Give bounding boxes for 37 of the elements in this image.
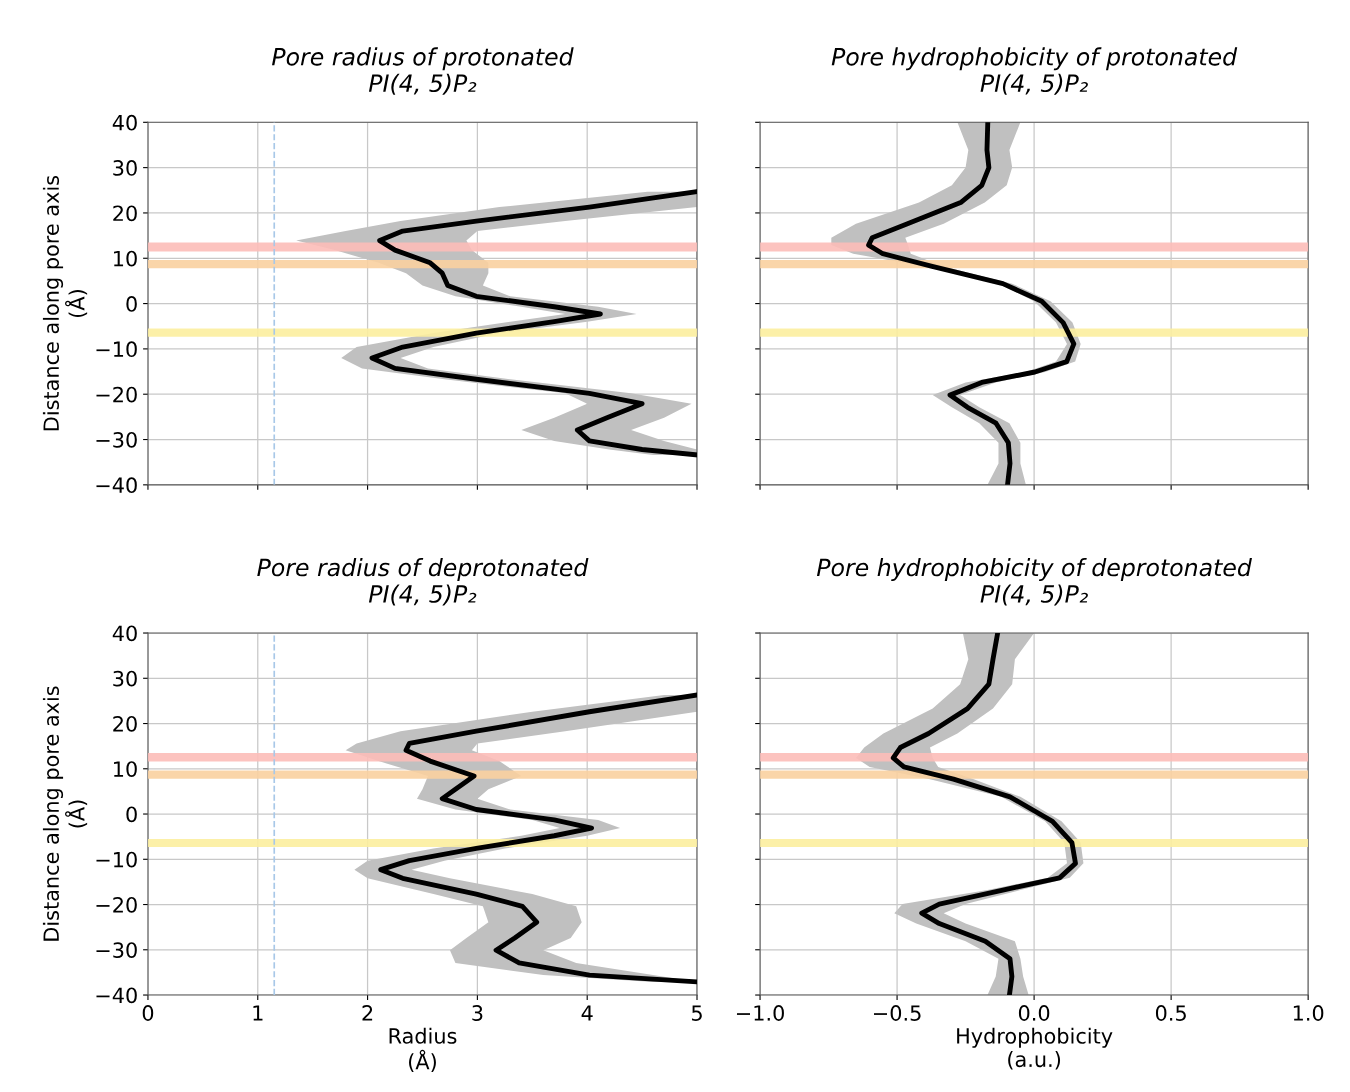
y-tick-label: 30 <box>113 160 137 176</box>
x-tick-label: 2 <box>362 1005 373 1021</box>
x-tick-label: 5 <box>691 1005 702 1021</box>
chart-title: Pore hydrophobicity of protonated PI(4, 5)P₂ <box>831 47 1238 95</box>
y-tick-label: 10 <box>114 250 137 267</box>
x-tick-label: 4 <box>581 1005 593 1021</box>
x-tick-label: −0.5 <box>873 1005 921 1021</box>
y-tick-label: −20 <box>96 896 137 913</box>
x-tick-label: 0.5 <box>1155 1005 1186 1021</box>
y-tick-label: −10 <box>96 851 137 868</box>
y-tick-label: −10 <box>96 341 137 358</box>
y-tick-label: 20 <box>113 205 137 222</box>
y-tick-label: 30 <box>113 670 137 687</box>
y-tick-label: 20 <box>113 715 137 732</box>
y-tick-label: −40 <box>96 477 137 494</box>
x-tick-label: 1 <box>253 1005 263 1021</box>
x-tick-label: 3 <box>472 1005 483 1021</box>
x-axis-title: Hydrophobicity (a.u.) <box>957 1027 1113 1070</box>
y-tick-label: −30 <box>96 942 137 958</box>
y-tick-label: −20 <box>96 386 137 403</box>
y-tick-label: 40 <box>112 114 137 131</box>
chart-title: Pore radius of deprotonated PI(4, 5)P₂ <box>257 558 589 606</box>
y-tick-label: 0 <box>126 806 137 823</box>
y-tick-label: −40 <box>96 987 137 1004</box>
x-tick-label: 0 <box>142 1005 154 1021</box>
x-tick-label: −1.0 <box>736 1005 784 1021</box>
y-tick-label: −30 <box>96 431 137 448</box>
y-axis-title: Distance along pore axis (Å) <box>42 686 88 941</box>
x-axis-title: Radius (Å) <box>389 1027 457 1072</box>
y-tick-label: 40 <box>112 625 137 642</box>
x-tick-label: 0.0 <box>1018 1005 1050 1021</box>
y-tick-label: 0 <box>126 296 137 312</box>
y-tick-label: 10 <box>114 761 137 777</box>
chart-title: Pore hydrophobicity of deprotonated PI(4, 5)P₂ <box>816 558 1252 606</box>
x-tick-label: 1.0 <box>1293 1005 1324 1021</box>
chart-title: Pore radius of protonated PI(4, 5)P₂ <box>272 47 574 95</box>
y-axis-title: Distance along pore axis (Å) <box>42 175 88 431</box>
